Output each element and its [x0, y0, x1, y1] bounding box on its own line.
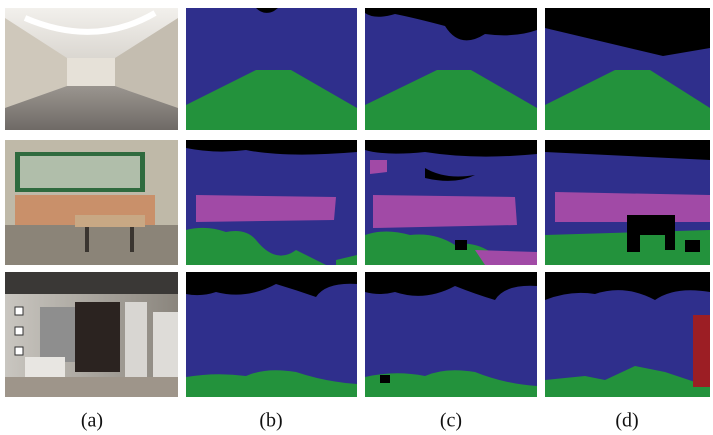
column-label: (a) — [81, 410, 103, 432]
photo-kitchen — [5, 272, 178, 397]
photo-corridor — [5, 8, 178, 130]
seg-b-2 — [186, 140, 357, 265]
seg-c-2 — [365, 140, 537, 265]
seg-c-3 — [365, 272, 537, 397]
figure: (a) (b) (c) (d) — [0, 0, 713, 435]
seg-c-1 — [365, 8, 537, 130]
seg-d-3 — [545, 272, 710, 397]
column-label: (d) — [615, 410, 638, 432]
photo-classroom — [5, 140, 178, 265]
column-label: (c) — [440, 410, 462, 432]
seg-b-3 — [186, 272, 357, 397]
seg-b-1 — [186, 8, 357, 130]
column-label: (b) — [259, 410, 282, 432]
seg-d-2 — [545, 140, 710, 265]
seg-d-1 — [545, 8, 710, 130]
